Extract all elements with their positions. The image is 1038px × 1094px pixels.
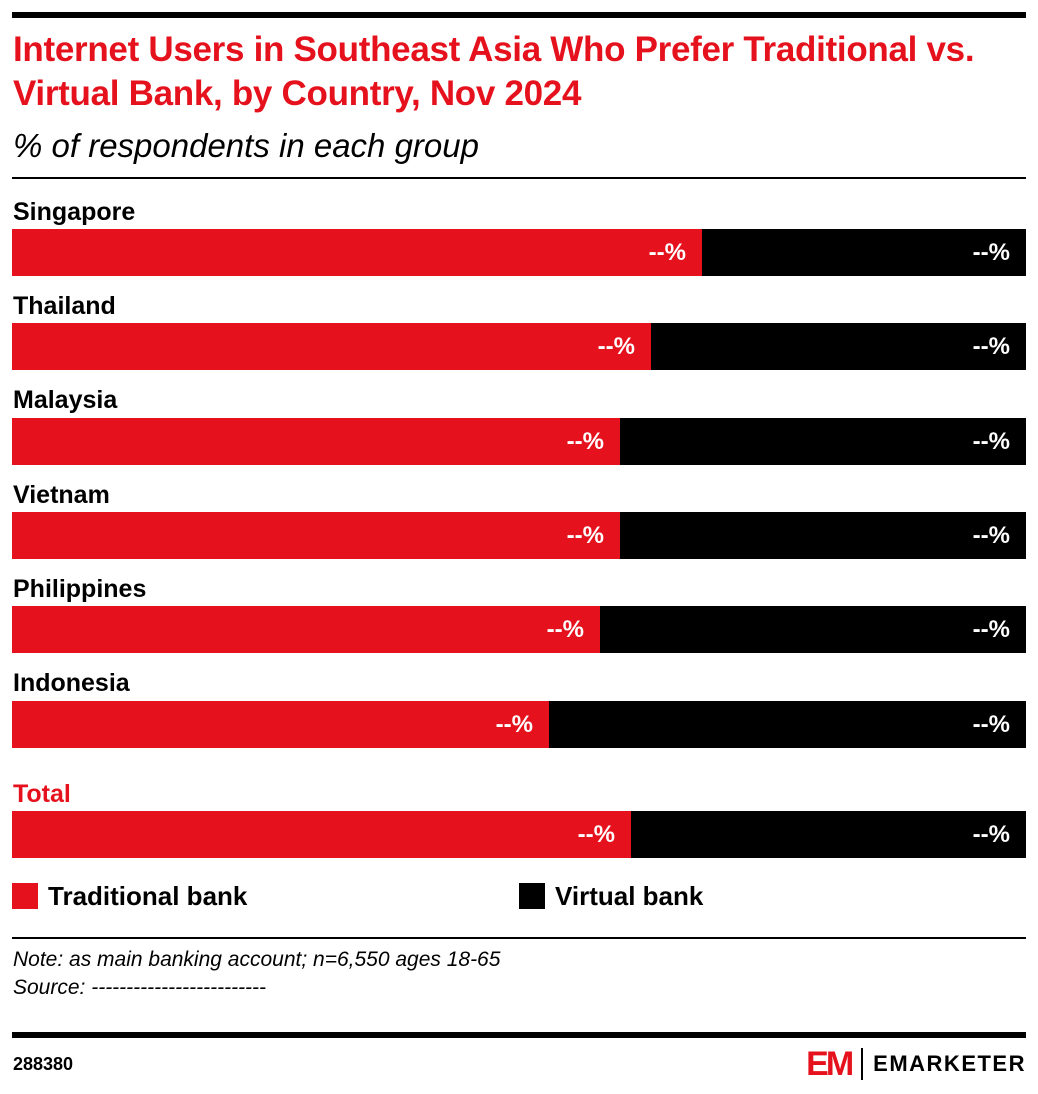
bar-segment-virtual (651, 323, 1026, 370)
legend-swatch-virtual (519, 883, 545, 909)
category-label-total: Total (13, 780, 71, 808)
chart-subtitle: % of respondents in each group (13, 127, 479, 164)
category-label-philippines: Philippines (13, 575, 147, 603)
note-text: Note: as main banking account; n=6,550 a… (13, 948, 501, 971)
logo-mark: EM (806, 1044, 854, 1083)
value-label-traditional: --% (495, 711, 533, 738)
value-label-virtual: --% (972, 711, 1010, 738)
bar-segment-virtual (620, 418, 1026, 465)
category-label-vietnam: Vietnam (13, 481, 110, 509)
category-label-thailand: Thailand (13, 292, 116, 320)
bar-segment-traditional (12, 811, 631, 858)
bar-segment-virtual (620, 512, 1026, 559)
chart-id: 288380 (13, 1054, 74, 1074)
bar-segment-virtual (549, 701, 1026, 748)
value-label-traditional: --% (648, 239, 686, 266)
logo-divider (861, 1048, 864, 1080)
value-label-traditional: --% (577, 821, 615, 848)
value-label-traditional: --% (597, 333, 635, 360)
header-rule (12, 177, 1026, 179)
bar-segment-traditional (12, 229, 702, 276)
bar-malaysia: --% --% (12, 418, 1026, 465)
value-label-traditional: --% (566, 522, 604, 549)
value-label-virtual: --% (972, 333, 1010, 360)
bar-indonesia: --% --% (12, 701, 1026, 748)
bar-singapore: --% --% (12, 229, 1026, 276)
value-label-virtual: --% (972, 616, 1010, 643)
value-label-virtual: --% (972, 522, 1010, 549)
value-label-traditional: --% (566, 428, 604, 455)
bottom-rule (12, 1032, 1026, 1038)
legend-item-traditional: Traditional bank (12, 880, 247, 912)
bar-segment-virtual (702, 229, 1026, 276)
value-label-traditional: --% (546, 616, 584, 643)
legend-item-virtual: Virtual bank (519, 880, 703, 912)
bar-segment-traditional (12, 701, 549, 748)
bar-segment-traditional (12, 512, 620, 559)
footer-rule (12, 937, 1026, 939)
bar-segment-traditional (12, 323, 651, 370)
category-label-singapore: Singapore (13, 198, 136, 226)
bar-segment-traditional (12, 606, 600, 653)
bar-philippines: --% --% (12, 606, 1026, 653)
value-label-virtual: --% (972, 821, 1010, 848)
logo-wordmark: EMARKETER (873, 1051, 1026, 1076)
bar-segment-virtual (631, 811, 1026, 858)
legend-swatch-traditional (12, 883, 38, 909)
category-label-malaysia: Malaysia (13, 386, 118, 414)
bar-segment-virtual (600, 606, 1026, 653)
legend-label-traditional: Traditional bank (48, 880, 248, 911)
bar-segment-traditional (12, 418, 620, 465)
value-label-virtual: --% (972, 428, 1010, 455)
value-label-virtual: --% (972, 239, 1010, 266)
chart-title: Internet Users in Southeast Asia Who Pre… (13, 30, 975, 113)
bar-thailand: --% --% (12, 323, 1026, 370)
category-label-indonesia: Indonesia (13, 669, 130, 697)
emarketer-logo: EM EMARKETER (806, 1044, 1026, 1083)
legend-label-virtual: Virtual bank (555, 880, 704, 911)
bar-vietnam: --% --% (12, 512, 1026, 559)
bar-total: --% --% (12, 811, 1026, 858)
footnote: Note: as main banking account; n=6,550 a… (13, 946, 500, 1002)
source-text: Source: ------------------------- (13, 976, 267, 999)
top-rule (12, 12, 1026, 18)
